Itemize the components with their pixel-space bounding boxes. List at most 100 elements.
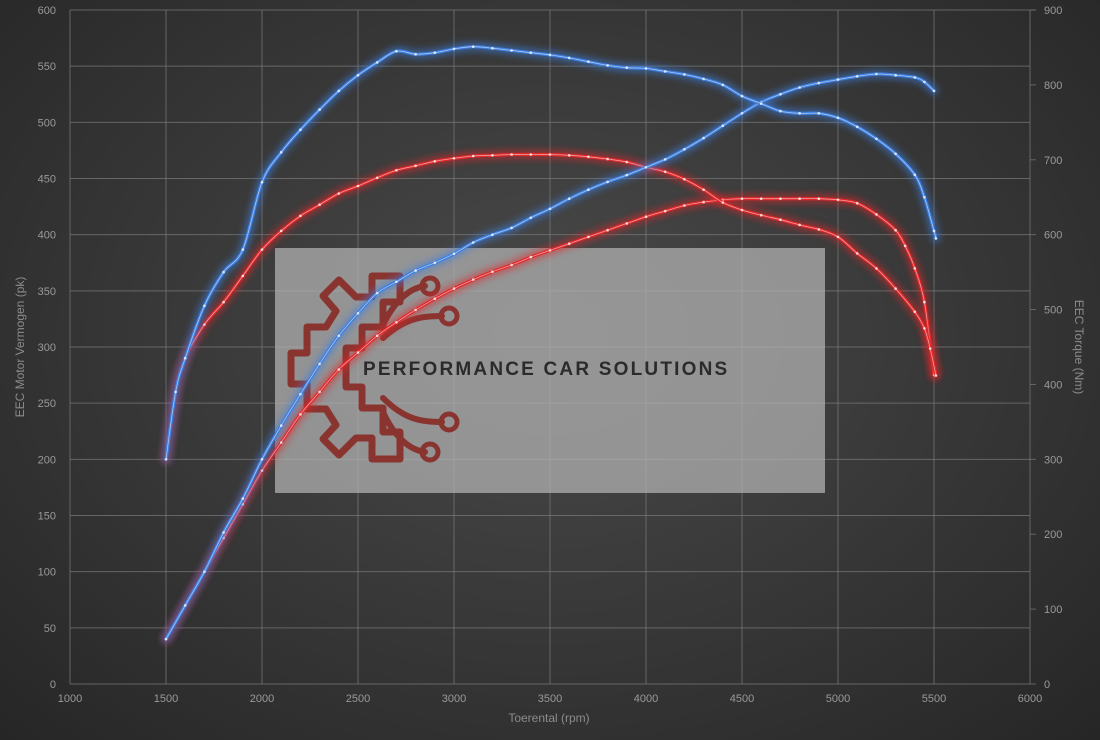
data-point [356, 73, 360, 77]
data-point [702, 136, 705, 140]
y-right-tick-label: 500 [1044, 305, 1062, 317]
data-point [702, 200, 705, 204]
data-point [587, 188, 590, 191]
data-point [260, 458, 264, 461]
data-point [663, 70, 667, 73]
data-point [644, 67, 648, 70]
data-point [683, 73, 686, 76]
data-point [759, 102, 763, 105]
data-point [337, 334, 341, 338]
data-point [433, 297, 437, 301]
data-point [817, 197, 821, 200]
data-point [375, 334, 379, 338]
data-point [567, 242, 571, 245]
data-point [491, 270, 494, 274]
data-point [279, 424, 283, 427]
x-tick-label: 2500 [346, 693, 370, 705]
y-left-axis-ticks: 0 50 100 150 200 250 300 350 400 450 500 550 600 [38, 5, 56, 691]
x-tick-label: 1000 [58, 693, 82, 705]
data-point [414, 52, 417, 56]
data-point [587, 235, 590, 239]
data-point [855, 252, 859, 255]
data-point [510, 153, 513, 156]
data-point [779, 218, 782, 221]
y-left-axis-title: EEC Motor Vermogen (pk) [13, 277, 27, 418]
data-point [337, 192, 341, 195]
y-right-axis-title: EEC Torque (Nm) [1072, 300, 1086, 394]
data-point [318, 203, 321, 206]
data-point [356, 351, 360, 354]
data-point [625, 173, 629, 177]
x-axis-title: Toerental (rpm) [508, 711, 589, 725]
x-tick-label: 3000 [442, 693, 466, 705]
x-tick-label: 1500 [154, 693, 178, 705]
data-point [414, 269, 417, 272]
data-point [894, 73, 897, 77]
data-point [375, 291, 379, 295]
data-point [855, 201, 859, 205]
data-point [759, 197, 763, 200]
data-point [279, 229, 283, 233]
data-point [625, 66, 629, 69]
y-left-tick-label: 150 [38, 511, 56, 523]
data-point [279, 441, 283, 444]
data-point [183, 604, 187, 607]
data-point [606, 64, 609, 67]
watermark-panel [275, 248, 825, 493]
data-point [356, 312, 360, 315]
y-left-tick-label: 200 [38, 454, 56, 466]
data-point [875, 213, 878, 216]
data-point [375, 176, 379, 180]
data-point [433, 51, 437, 54]
data-point [683, 177, 686, 181]
data-point [855, 125, 859, 129]
data-point [491, 154, 494, 157]
y-right-tick-label: 200 [1044, 529, 1062, 541]
data-point [222, 300, 225, 304]
data-point [923, 327, 926, 330]
data-point [299, 392, 302, 396]
data-point [587, 155, 590, 159]
data-point [625, 222, 629, 225]
x-tick-label: 5000 [826, 693, 850, 705]
data-point [836, 78, 840, 81]
data-point [260, 248, 264, 251]
data-point [203, 323, 206, 326]
y-left-tick-label: 250 [38, 398, 56, 410]
data-point [740, 197, 744, 200]
data-point [740, 112, 744, 115]
data-point [875, 72, 878, 76]
data-point [356, 184, 360, 188]
data-point [491, 233, 494, 236]
y-right-tick-label: 400 [1044, 379, 1062, 391]
data-point [798, 223, 801, 227]
data-point [913, 76, 917, 79]
x-tick-label: 4500 [730, 693, 754, 705]
series-line-highlight [165, 73, 935, 640]
data-point [663, 158, 667, 161]
x-tick-label: 3500 [538, 693, 562, 705]
data-point [683, 148, 686, 151]
data-point [203, 304, 206, 308]
data-point [779, 197, 782, 200]
data-point [414, 164, 417, 168]
data-point [299, 413, 302, 416]
data-point [241, 248, 245, 251]
y-right-axis-ticks: 0 100 200 300 400 500 600 700 800 900 [1044, 5, 1062, 691]
data-point [817, 112, 821, 115]
data-point [779, 109, 782, 113]
y-right-tick-label: 600 [1044, 230, 1062, 242]
data-point [452, 47, 456, 51]
data-point [836, 235, 840, 239]
data-point [798, 197, 801, 200]
data-point [529, 255, 533, 259]
data-point [934, 374, 938, 377]
data-point [606, 228, 609, 232]
data-point [510, 226, 513, 230]
y-left-tick-label: 50 [44, 623, 56, 635]
watermark: PERFORMANCE CAR SOLUTIONS [275, 248, 825, 493]
y-right-tick-label: 700 [1044, 155, 1062, 167]
data-point [548, 153, 552, 156]
data-point [433, 261, 437, 265]
data-point [510, 263, 513, 267]
